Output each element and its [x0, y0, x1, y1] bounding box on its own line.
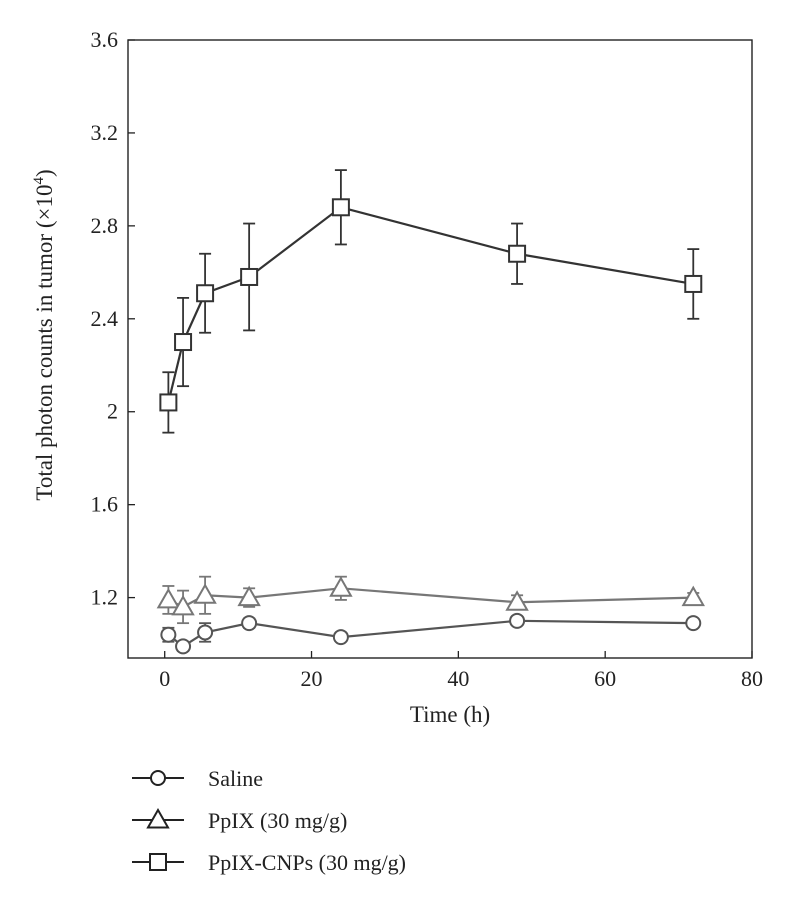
data-point [508, 244, 527, 263]
data-point [160, 626, 177, 643]
data-point [684, 274, 703, 293]
y-axis-label: Total photon counts in tumor (×104) [31, 169, 57, 500]
x-tick-label: 60 [594, 666, 616, 691]
series-triangle [156, 575, 705, 625]
data-point [159, 393, 178, 412]
plot-frame [127, 39, 753, 659]
legend-marker-circle [150, 770, 166, 786]
data-point [174, 333, 193, 352]
data-point [509, 612, 526, 629]
series-line [167, 206, 694, 403]
series-square [159, 169, 703, 434]
y-tick-label: 2.8 [91, 213, 119, 238]
y-axis-label-exponent: 4 [31, 177, 47, 185]
axis-ticks: 0 20 40 60 80 1.2 1.6 2 2.4 2.8 3.2 3.6 [91, 27, 764, 691]
legend-label: Saline [208, 766, 263, 791]
y-tick-label: 2 [107, 399, 118, 424]
series-circle [160, 612, 702, 655]
legend-label: PpIX-CNPs (30 mg/g) [208, 850, 406, 875]
data-point [332, 629, 349, 646]
data-point [196, 284, 215, 303]
data-point [156, 587, 181, 609]
y-tick-label: 1.2 [91, 585, 119, 610]
series-layer [156, 169, 705, 655]
legend-marker-square [149, 853, 167, 871]
legend-label: PpIX (30 mg/g) [208, 808, 347, 833]
x-tick-label: 80 [741, 666, 763, 691]
y-tick-label: 3.2 [91, 120, 119, 145]
data-point [197, 624, 214, 641]
y-axis-label-main: Total photon counts in tumor (×10 [32, 185, 57, 501]
data-point [241, 615, 258, 632]
y-tick-label: 2.4 [91, 306, 119, 331]
x-tick-label: 40 [447, 666, 469, 691]
data-point [193, 583, 217, 604]
data-point [685, 615, 702, 632]
y-axis-label-close: ) [32, 169, 57, 177]
data-point [505, 590, 529, 611]
data-point [175, 638, 192, 655]
legend-marker-triangle [146, 807, 170, 829]
y-tick-label: 1.6 [91, 492, 119, 517]
data-point [331, 198, 350, 217]
x-tick-label: 20 [301, 666, 323, 691]
x-axis-label: Time (h) [410, 702, 490, 727]
y-tick-label: 3.6 [91, 27, 119, 52]
data-point [681, 585, 705, 607]
x-tick-label: 0 [159, 666, 170, 691]
data-point [329, 576, 353, 597]
data-point [237, 585, 261, 607]
plot-border [127, 39, 753, 659]
data-point [240, 267, 259, 286]
legend: Saline PpIX (30 mg/g) PpIX-CNPs (30 mg/g) [132, 766, 406, 875]
data-point [171, 594, 195, 616]
